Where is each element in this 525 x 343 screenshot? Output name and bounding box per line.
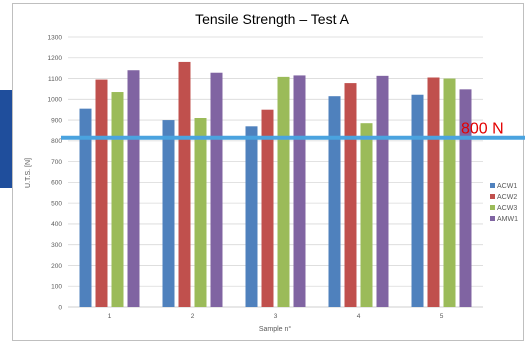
bar-acw1-sample-4 bbox=[328, 96, 341, 307]
x-tick-label: 4 bbox=[357, 313, 361, 320]
y-tick-label: 700 bbox=[51, 159, 62, 166]
y-tick-label: 400 bbox=[51, 221, 62, 228]
bar-acw3-sample-2 bbox=[194, 118, 207, 307]
bar-amw1-sample-4 bbox=[376, 75, 389, 307]
y-tick-labels: 0 100 200 300 400 500 600 700 800 900 1000 1100 1200… bbox=[48, 34, 63, 311]
bar-acw3-sample-4 bbox=[360, 123, 373, 307]
bar-acw1-sample-2 bbox=[162, 120, 175, 307]
bar-acw2-sample-2 bbox=[178, 61, 191, 307]
y-tick-label: 800 bbox=[51, 138, 62, 145]
bar-amw1-sample-1 bbox=[127, 70, 140, 307]
y-tick-label: 200 bbox=[51, 263, 62, 270]
bar-amw1-sample-2 bbox=[210, 72, 223, 307]
bar-acw2-sample-3 bbox=[261, 109, 274, 307]
bar-amw1-sample-3 bbox=[293, 75, 306, 307]
legend-swatch-acw1 bbox=[490, 183, 495, 188]
bar-acw3-sample-3 bbox=[277, 76, 290, 307]
tensile-strength-chart: Tensile Strength – Test A 0 100 200 300 400 5… bbox=[25, 11, 525, 333]
bar-acw3-sample-1 bbox=[111, 92, 124, 308]
chart-frame: Tensile Strength – Test A 0 100 200 300 400 5… bbox=[12, 3, 525, 341]
y-tick-label: 1100 bbox=[48, 76, 62, 83]
x-tick-label: 2 bbox=[191, 313, 195, 320]
reference-line-layer: 800 N bbox=[61, 121, 525, 140]
bar-acw1-sample-1 bbox=[79, 108, 92, 308]
chart-title: Tensile Strength – Test A bbox=[195, 11, 349, 27]
x-axis-label: Sample n° bbox=[259, 325, 292, 333]
y-tick-label: 100 bbox=[51, 284, 62, 291]
x-tick-label: 5 bbox=[440, 313, 444, 320]
bar-amw1-sample-5 bbox=[459, 89, 472, 307]
bar-acw1-sample-5 bbox=[411, 94, 424, 307]
y-tick-label: 600 bbox=[51, 180, 62, 187]
bar-acw1-sample-3 bbox=[245, 126, 258, 307]
legend-label-acw3: ACW3 bbox=[497, 205, 517, 212]
legend-swatch-acw2 bbox=[490, 194, 495, 199]
bar-acw3-sample-5 bbox=[443, 78, 456, 308]
y-tick-label: 900 bbox=[51, 117, 62, 124]
y-tick-label: 300 bbox=[51, 242, 62, 249]
y-tick-label: 1200 bbox=[48, 55, 63, 62]
y-tick-label: 500 bbox=[51, 200, 62, 207]
reference-line-label: 800 N bbox=[461, 121, 504, 138]
x-tick-labels: 1 2 3 4 5 bbox=[108, 313, 444, 320]
x-tick-label: 3 bbox=[274, 313, 278, 320]
legend-swatch-acw3 bbox=[490, 205, 495, 210]
legend-swatch-amw1 bbox=[490, 216, 495, 221]
legend: ACW1 ACW2 ACW3 AMW1 bbox=[490, 183, 518, 223]
y-axis-label: U.T.S. [N] bbox=[25, 158, 32, 188]
y-tick-label: 1000 bbox=[48, 97, 63, 104]
bar-acw2-sample-4 bbox=[344, 83, 357, 307]
side-tab-decoration bbox=[0, 90, 12, 188]
legend-label-acw1: ACW1 bbox=[497, 183, 517, 190]
legend-label-amw1: AMW1 bbox=[497, 216, 518, 223]
bar-acw2-sample-5 bbox=[427, 77, 440, 307]
y-tick-label: 1300 bbox=[48, 34, 63, 41]
x-tick-label: 1 bbox=[108, 313, 112, 320]
y-tick-label: 0 bbox=[58, 304, 62, 311]
bar-acw2-sample-1 bbox=[95, 79, 108, 307]
bar-layer bbox=[79, 61, 472, 308]
legend-label-acw2: ACW2 bbox=[497, 194, 517, 201]
